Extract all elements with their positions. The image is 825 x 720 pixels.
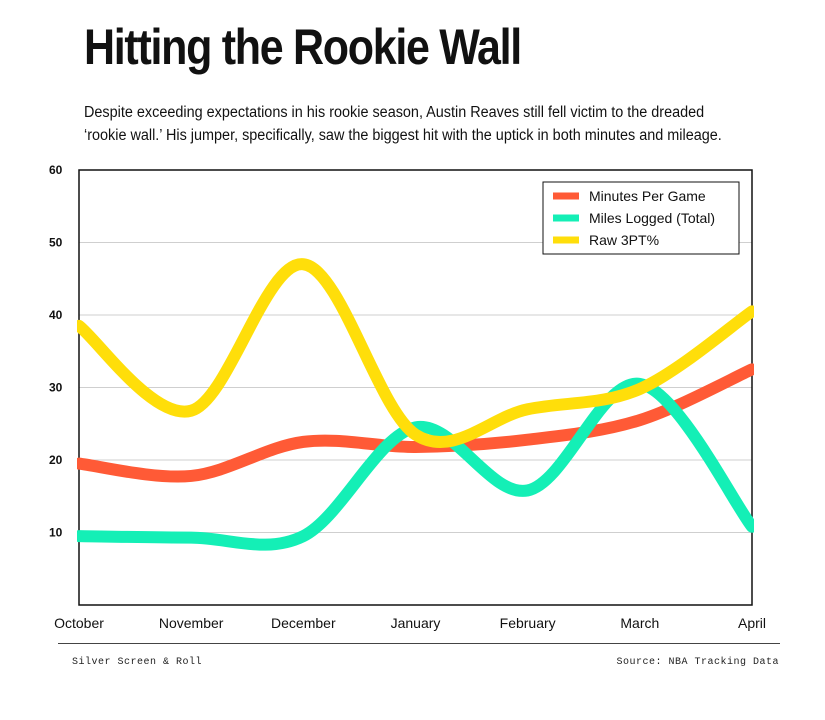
legend-label: Raw 3PT% <box>589 232 659 248</box>
x-tick-label: December <box>271 615 336 631</box>
x-tick-label: March <box>620 615 659 631</box>
series-line-minutes-per-game <box>77 363 754 483</box>
series-line-raw-3pt <box>77 258 754 448</box>
footer-source: Source: NBA Tracking Data <box>616 657 779 668</box>
footer-divider <box>58 643 780 644</box>
x-tick-label: February <box>500 615 556 631</box>
legend-label: Minutes Per Game <box>589 188 706 204</box>
x-tick-label: October <box>54 615 104 631</box>
chart-title: Hitting the Rookie Wall <box>84 19 522 75</box>
x-tick-label: April <box>738 615 766 631</box>
plot-area-border <box>78 169 753 606</box>
y-tick-label: 30 <box>49 381 63 395</box>
chart-subtitle: Despite exceeding expectations in his ro… <box>84 104 722 144</box>
footer-credit: Silver Screen & Roll <box>72 657 203 668</box>
x-tick-label: November <box>159 615 224 631</box>
y-tick-label: 60 <box>49 163 63 177</box>
y-tick-label: 40 <box>49 308 63 322</box>
y-tick-label: 10 <box>49 526 63 540</box>
legend-label: Miles Logged (Total) <box>589 210 715 226</box>
y-tick-label: 20 <box>49 453 63 467</box>
y-tick-label: 50 <box>49 236 63 250</box>
x-tick-label: January <box>391 615 441 631</box>
